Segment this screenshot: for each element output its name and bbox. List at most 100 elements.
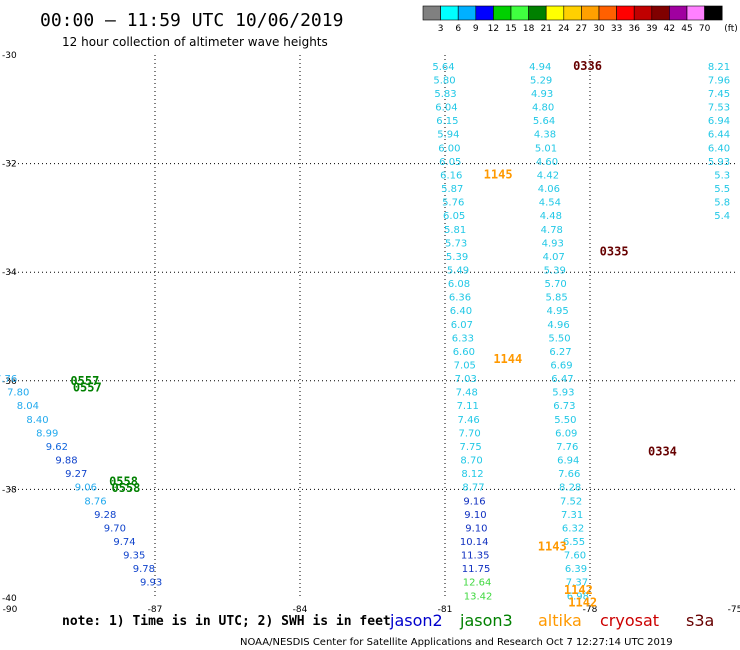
colorbar-swatch	[633, 5, 653, 21]
x-tick-label: -75	[728, 605, 740, 615]
colorbar-swatch	[598, 5, 617, 21]
data-point-label: 6.05	[439, 157, 461, 168]
data-point-label: 5.70	[545, 279, 567, 290]
colorbar-unit: (ft)	[724, 24, 738, 34]
colorbar-label: 39	[646, 24, 658, 34]
data-point-label: 6.00	[438, 143, 460, 154]
x-tick-label: -87	[148, 605, 163, 615]
data-point-label: 7.48	[456, 388, 478, 399]
data-point-label: 5.39	[544, 265, 566, 276]
colorbar-swatch	[457, 5, 477, 21]
colorbar-label: 15	[505, 24, 516, 34]
colorbar-label: 21	[540, 24, 551, 34]
data-point-label: 6.04	[435, 103, 457, 114]
data-point-label: 7.52	[560, 496, 582, 507]
data-point-label: 8.21	[708, 62, 730, 73]
data-point-label: 6.60	[453, 347, 475, 358]
data-point-label: 7.80	[7, 388, 29, 399]
colorbar-swatch	[616, 5, 635, 21]
colorbar-label: 33	[611, 24, 622, 34]
footer-credit: NOAA/NESDIS Center for Satellite Applica…	[240, 637, 673, 648]
y-tick-label: -36	[2, 377, 17, 387]
time-label: 1145	[484, 167, 513, 181]
grid	[10, 55, 735, 598]
data-point-label: 6.15	[436, 116, 458, 127]
data-point-label: 5.81	[444, 225, 466, 236]
data-point-label: 4.38	[534, 130, 556, 141]
data-point-label: 5.64	[533, 116, 555, 127]
y-tick-label: -38	[2, 485, 17, 495]
data-point-label: 5.50	[554, 415, 576, 426]
colorbar-swatch	[704, 5, 723, 21]
time-label: 0558	[112, 481, 141, 495]
time-label: 0558	[109, 474, 138, 488]
data-point-label: 7.05	[454, 361, 476, 372]
colorbar-label: 45	[681, 24, 692, 34]
data-point-label: 5.87	[441, 184, 463, 195]
colorbar-swatch	[545, 5, 565, 21]
data-point-label: 5.29	[530, 75, 552, 86]
data-point-label: 6.40	[450, 306, 472, 317]
y-tick-label: -34	[2, 268, 17, 278]
data-point-label: 7.45	[708, 89, 730, 100]
data-point-label: 4.95	[546, 306, 568, 317]
data-point-label: 9.06	[75, 483, 97, 494]
data-point-label: 6.16	[440, 170, 462, 181]
colorbar-label: 12	[488, 24, 499, 34]
data-point-label: 9.78	[133, 564, 155, 575]
data-point-label: 5.73	[445, 238, 467, 249]
data-point-label: 8.99	[36, 428, 58, 439]
y-tick-label: -30	[2, 51, 17, 61]
data-point-label: 4.94	[529, 62, 551, 73]
colorbar-label: 27	[576, 24, 587, 34]
time-label: 1144	[493, 352, 522, 366]
colorbar-label: 3	[438, 24, 444, 34]
colorbar-label: 9	[473, 24, 479, 34]
data-point-label: 6.07	[451, 320, 473, 331]
data-point-label: 5.76	[442, 198, 464, 209]
data-point-label: 6.40	[708, 143, 730, 154]
data-point-label: 9.88	[55, 456, 77, 467]
data-point-label: 4.93	[542, 238, 564, 249]
data-point-label: 6.94	[557, 456, 579, 467]
colorbar-swatch	[651, 5, 670, 21]
legend-item: cryosat	[600, 611, 659, 630]
legend-item: s3a	[686, 611, 714, 630]
data-point-label: 10.14	[460, 537, 489, 548]
data-point-label: 7.60	[564, 551, 586, 562]
data-point-label: 5.83	[434, 89, 456, 100]
y-tick-label: -32	[2, 160, 17, 170]
x-tick-label: -78	[583, 605, 598, 615]
colorbar-label: 24	[558, 24, 570, 34]
data-point-label: 6.09	[555, 428, 577, 439]
data-point-label: 7.31	[561, 510, 583, 521]
time-label: 0557	[73, 380, 102, 394]
data-point-label: 8.28	[559, 483, 581, 494]
time-label: 0557	[70, 374, 99, 388]
data-point-label: 8.12	[461, 469, 483, 480]
colorbar-swatch	[440, 5, 459, 21]
data-point-label: 5.64	[432, 62, 454, 73]
data-point-label: 7.03	[455, 374, 477, 385]
data-point-label: 9.35	[123, 551, 145, 562]
time-label: 1142	[568, 595, 597, 609]
data-point-label: 5.80	[433, 75, 455, 86]
data-point-label: 7.70	[459, 428, 481, 439]
data-point-label: 4.42	[537, 170, 559, 181]
data-point-label: 9.27	[65, 469, 87, 480]
data-point-label: 8.77	[462, 483, 484, 494]
data-point-label: 7.76	[556, 442, 578, 453]
data-point-label: 5.93	[552, 388, 574, 399]
y-tick-label: -40	[2, 594, 17, 604]
data-point-label: 4.60	[536, 157, 558, 168]
data-point-label: 5.3	[714, 170, 730, 181]
data-point-label: 9.10	[465, 523, 487, 534]
data-point-label: 5.5	[714, 184, 730, 195]
data-point-label: 9.62	[46, 442, 68, 453]
data-point-label: 4.80	[532, 103, 554, 114]
data-point-label: 4.54	[539, 198, 561, 209]
data-point-label: 5.94	[437, 130, 459, 141]
colorbar-swatch	[422, 5, 441, 21]
